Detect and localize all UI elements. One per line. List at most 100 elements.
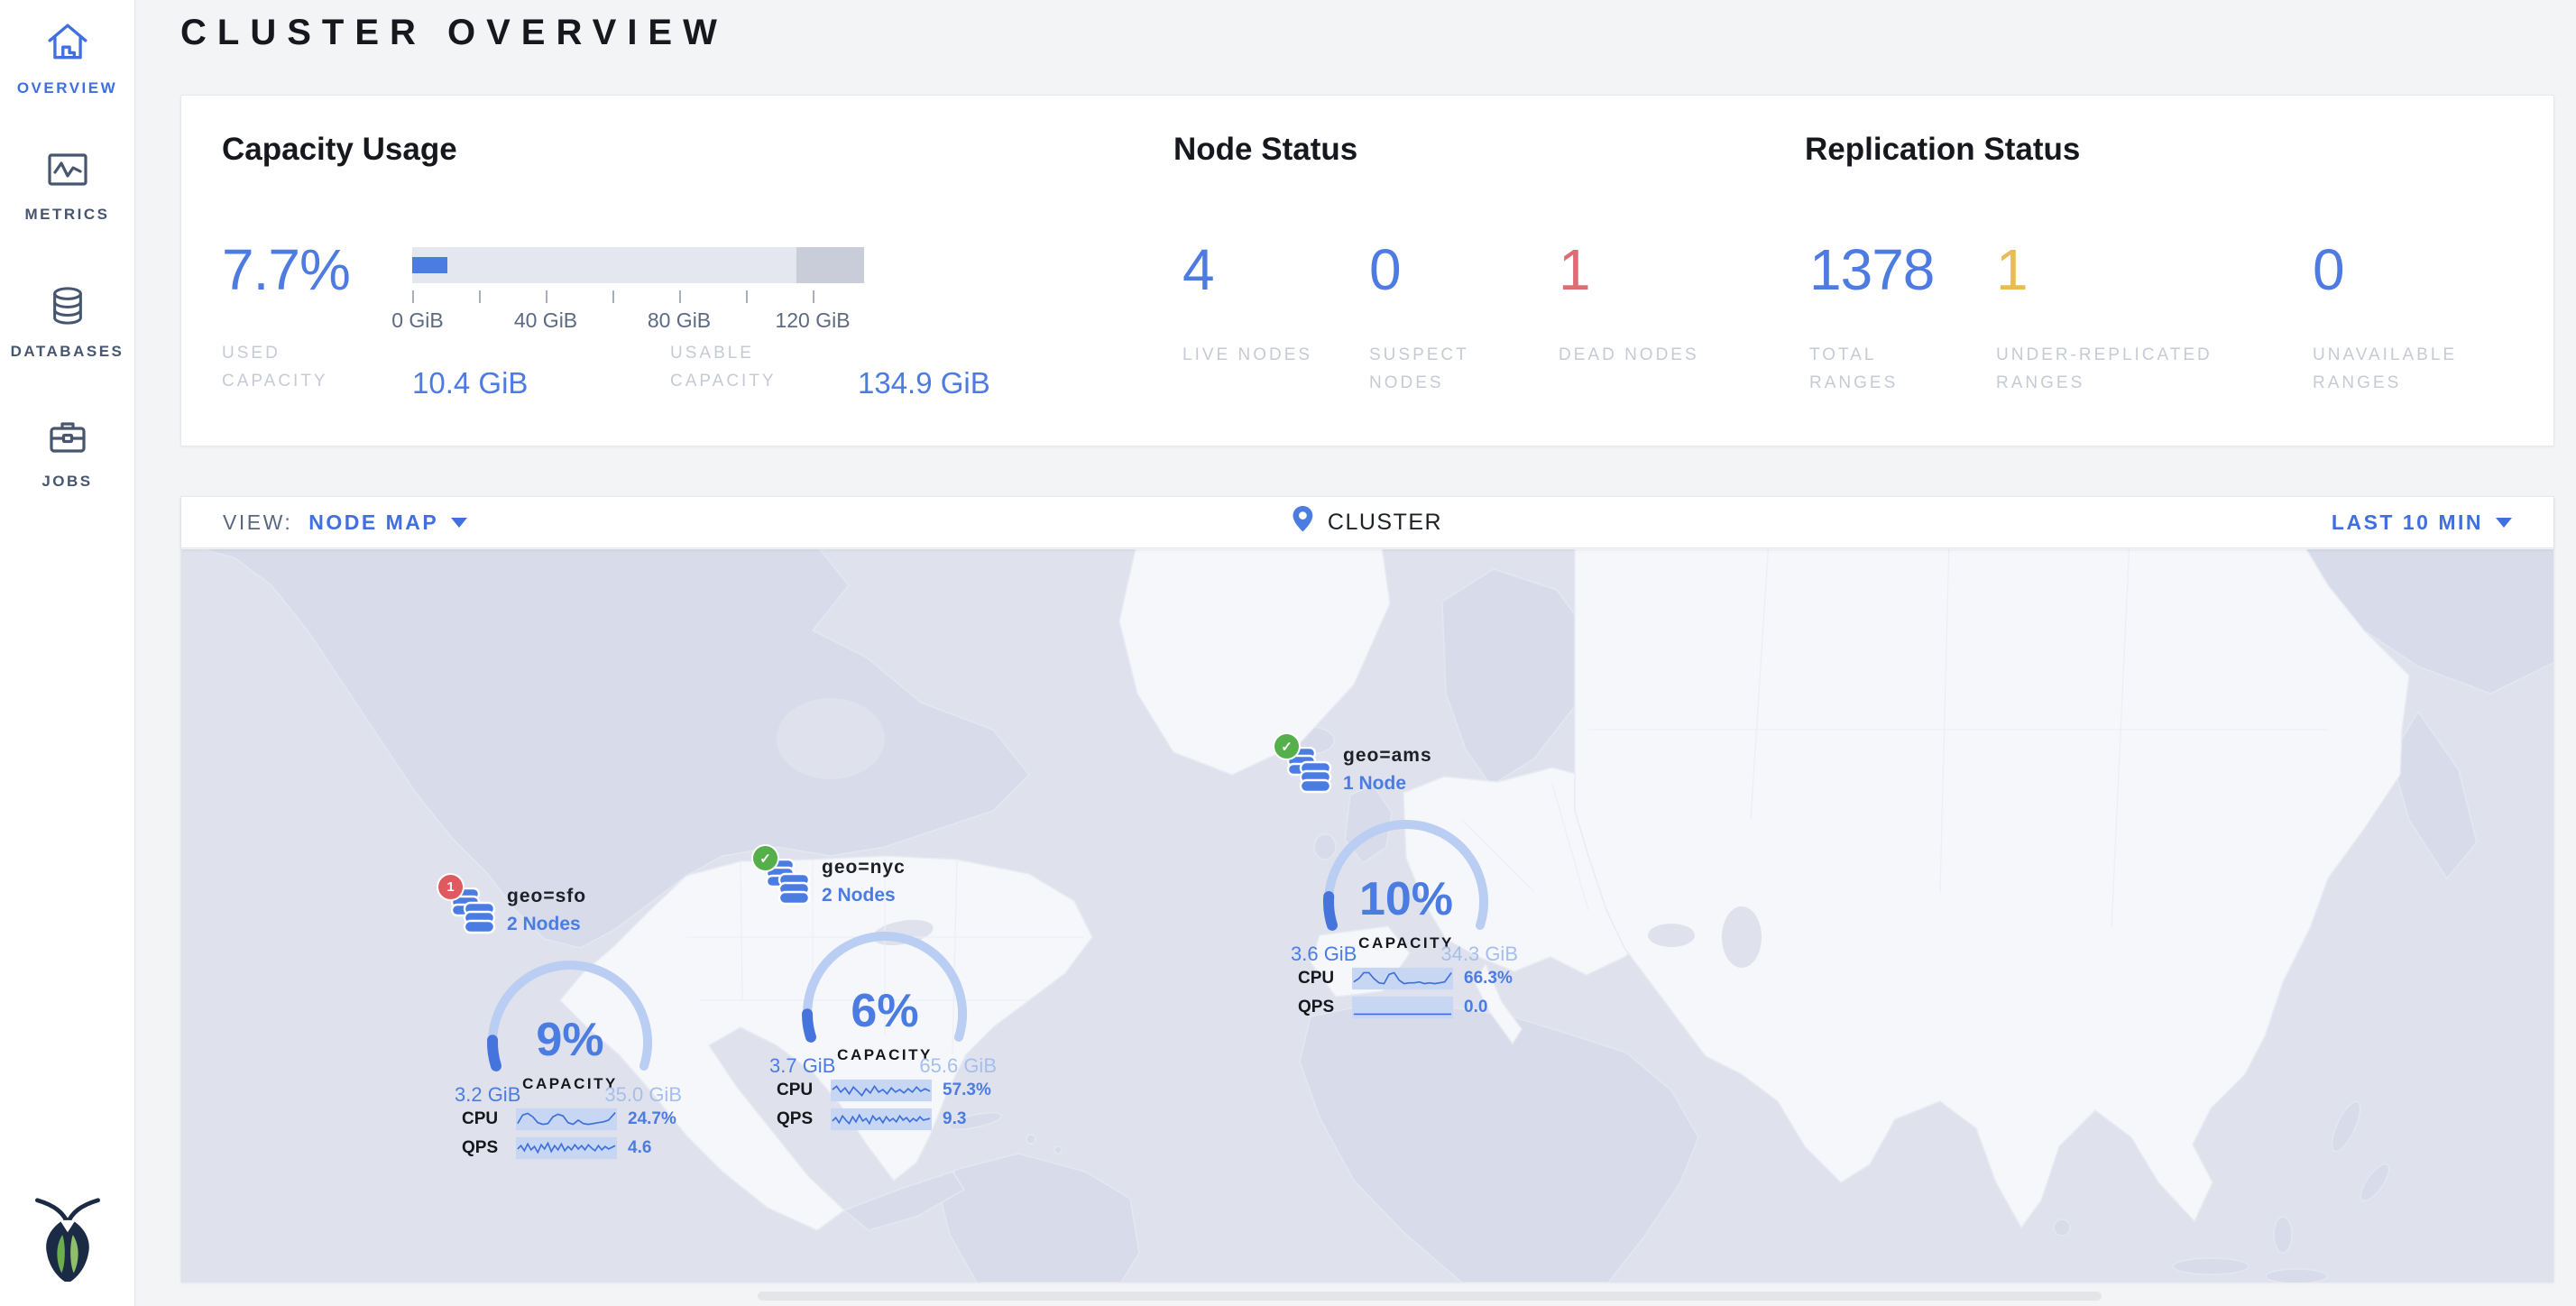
tick-label: 120 GiB bbox=[775, 308, 851, 332]
view-label: VIEW: bbox=[223, 510, 293, 534]
chevron-down-icon bbox=[2496, 517, 2512, 528]
suspect-nodes-value: 0 bbox=[1369, 237, 1402, 302]
qps-value: 9.3 bbox=[943, 1109, 967, 1128]
suspect-nodes-label: SUSPECT NODES bbox=[1369, 345, 1469, 392]
database-stack-icon bbox=[765, 858, 811, 912]
page-title: CLUSTER OVERVIEW bbox=[180, 13, 728, 52]
unavailable-ranges-value: 0 bbox=[2313, 237, 2345, 302]
horizontal-scrollbar[interactable] bbox=[758, 1292, 2102, 1301]
capacity-bar-ticks bbox=[412, 290, 864, 303]
cpu-metric-row: CPU 66.3% bbox=[1298, 967, 1513, 990]
locality-node-count: 1 Node bbox=[1343, 773, 1407, 794]
qps-sparkline bbox=[516, 1136, 617, 1160]
capacity-values: 3.2 GiB 35.0 GiB bbox=[455, 1083, 682, 1107]
dead-nodes-label: DEAD NODES bbox=[1559, 345, 1699, 364]
metrics-icon bbox=[46, 150, 89, 194]
replication-status-title: Replication Status bbox=[1805, 132, 2081, 167]
map-pin-icon bbox=[1293, 506, 1313, 538]
gauge-label: CAPACITY bbox=[522, 1075, 618, 1092]
sidebar-item-jobs[interactable]: JOBS bbox=[0, 417, 134, 491]
breadcrumb-cluster[interactable]: CLUSTER bbox=[1293, 506, 1442, 538]
qps-value: 4.6 bbox=[628, 1138, 652, 1157]
gauge-percent: 9% bbox=[536, 1014, 603, 1066]
dead-nodes-value: 1 bbox=[1559, 237, 1591, 302]
cpu-label: CPU bbox=[462, 1109, 499, 1128]
healthy-check-badge: ✓ bbox=[1274, 734, 1299, 759]
sidebar-item-label: JOBS bbox=[41, 473, 93, 490]
under-replicated-ranges-value: 1 bbox=[1996, 237, 2029, 302]
node-map-panel: VIEW: NODE MAP CLUSTER LAST 10 MIN bbox=[180, 496, 2554, 1283]
time-range-value: LAST 10 MIN bbox=[2331, 510, 2483, 534]
view-mode-dropdown[interactable]: NODE MAP bbox=[308, 510, 468, 535]
node-status-title: Node Status bbox=[1173, 132, 1358, 167]
time-range-dropdown[interactable]: LAST 10 MIN bbox=[2332, 510, 2512, 535]
world-map: 1 geo=sfo 2 Nodes 9 bbox=[181, 549, 2553, 1283]
cpu-metric-row: CPU 57.3% bbox=[777, 1079, 991, 1102]
cluster-summary-panel: Capacity Usage 7.7% 0 GiB 40 GiB 80 GiB … bbox=[180, 95, 2554, 446]
capacity-used: 3.6 GiB bbox=[1291, 943, 1357, 965]
database-stack-icon bbox=[1286, 746, 1332, 800]
qps-label: QPS bbox=[777, 1109, 814, 1128]
qps-label: QPS bbox=[462, 1138, 499, 1157]
total-ranges-label: TOTAL RANGES bbox=[1809, 345, 1899, 392]
capacity-total: 34.3 GiB bbox=[1440, 943, 1518, 965]
home-icon bbox=[46, 22, 89, 68]
sidebar: OVERVIEW METRICS DATABASES bbox=[0, 0, 135, 1306]
cpu-sparkline bbox=[831, 1079, 932, 1102]
sidebar-item-databases[interactable]: DATABASES bbox=[0, 285, 134, 361]
qps-metric-row: QPS 4.6 bbox=[462, 1136, 651, 1160]
sidebar-item-label: DATABASES bbox=[10, 343, 124, 360]
used-capacity-value: 10.4 GiB bbox=[412, 366, 529, 400]
usable-capacity-label: USABLE CAPACITY bbox=[670, 344, 777, 391]
jobs-icon bbox=[46, 417, 89, 461]
locality-node-count: 2 Nodes bbox=[507, 914, 581, 934]
qps-metric-row: QPS 9.3 bbox=[777, 1108, 966, 1131]
cpu-sparkline bbox=[516, 1108, 617, 1131]
sidebar-item-label: METRICS bbox=[24, 206, 110, 223]
capacity-usage-title: Capacity Usage bbox=[222, 132, 457, 167]
qps-sparkline bbox=[831, 1108, 932, 1131]
locality-card-nyc[interactable]: ✓ geo=nyc 2 Nodes 6 bbox=[753, 846, 1031, 1136]
sidebar-item-metrics[interactable]: METRICS bbox=[0, 150, 134, 224]
locality-card-ams[interactable]: ✓ geo=ams 1 Node 10 bbox=[1274, 734, 1552, 1025]
cpu-label: CPU bbox=[777, 1081, 814, 1099]
cpu-value: 57.3% bbox=[943, 1081, 991, 1099]
cpu-sparkline bbox=[1352, 967, 1453, 990]
map-toolbar: VIEW: NODE MAP CLUSTER LAST 10 MIN bbox=[181, 497, 2553, 548]
live-nodes-value: 4 bbox=[1182, 237, 1215, 302]
gauge-label: CAPACITY bbox=[1358, 934, 1454, 952]
tick-label: 0 GiB bbox=[391, 308, 444, 332]
under-replicated-ranges-label: UNDER-REPLICATED RANGES bbox=[1996, 345, 2213, 392]
capacity-used-percent: 7.7% bbox=[222, 237, 351, 302]
capacity-total: 35.0 GiB bbox=[604, 1083, 682, 1106]
cpu-value: 66.3% bbox=[1464, 969, 1513, 988]
error-count-badge: 1 bbox=[438, 875, 463, 899]
locality-name: geo=sfo bbox=[507, 886, 587, 906]
locality-name: geo=nyc bbox=[822, 857, 906, 878]
gauge-percent: 6% bbox=[851, 985, 918, 1037]
gauge-percent: 10% bbox=[1359, 873, 1453, 925]
capacity-total: 65.6 GiB bbox=[919, 1054, 997, 1077]
capacity-gauge: 6% CAPACITY bbox=[802, 931, 968, 1097]
qps-label: QPS bbox=[1298, 998, 1335, 1016]
view-mode-value: NODE MAP bbox=[308, 510, 439, 534]
capacity-used: 3.2 GiB bbox=[455, 1083, 521, 1106]
capacity-gauge: 10% CAPACITY bbox=[1323, 819, 1489, 985]
capacity-bar bbox=[412, 247, 864, 283]
live-nodes-label: LIVE NODES bbox=[1182, 345, 1313, 364]
usable-capacity-value: 134.9 GiB bbox=[858, 366, 990, 400]
locality-card-sfo[interactable]: 1 geo=sfo 2 Nodes 9 bbox=[438, 875, 716, 1165]
databases-icon bbox=[48, 285, 87, 331]
qps-metric-row: QPS 0.0 bbox=[1298, 996, 1487, 1019]
total-ranges-value: 1378 bbox=[1809, 237, 1935, 302]
chevron-down-icon bbox=[451, 517, 468, 528]
sidebar-item-overview[interactable]: OVERVIEW bbox=[0, 22, 134, 97]
breadcrumb-label: CLUSTER bbox=[1327, 509, 1443, 535]
main-content: CLUSTER OVERVIEW Capacity Usage 7.7% 0 G… bbox=[135, 0, 2576, 1306]
locality-name: geo=ams bbox=[1343, 745, 1432, 766]
capacity-used: 3.7 GiB bbox=[769, 1054, 836, 1077]
sidebar-item-label: OVERVIEW bbox=[16, 79, 118, 97]
locality-node-count: 2 Nodes bbox=[822, 885, 896, 906]
capacity-bar-reserved bbox=[796, 247, 864, 283]
used-capacity-label: USED CAPACITY bbox=[222, 344, 328, 391]
